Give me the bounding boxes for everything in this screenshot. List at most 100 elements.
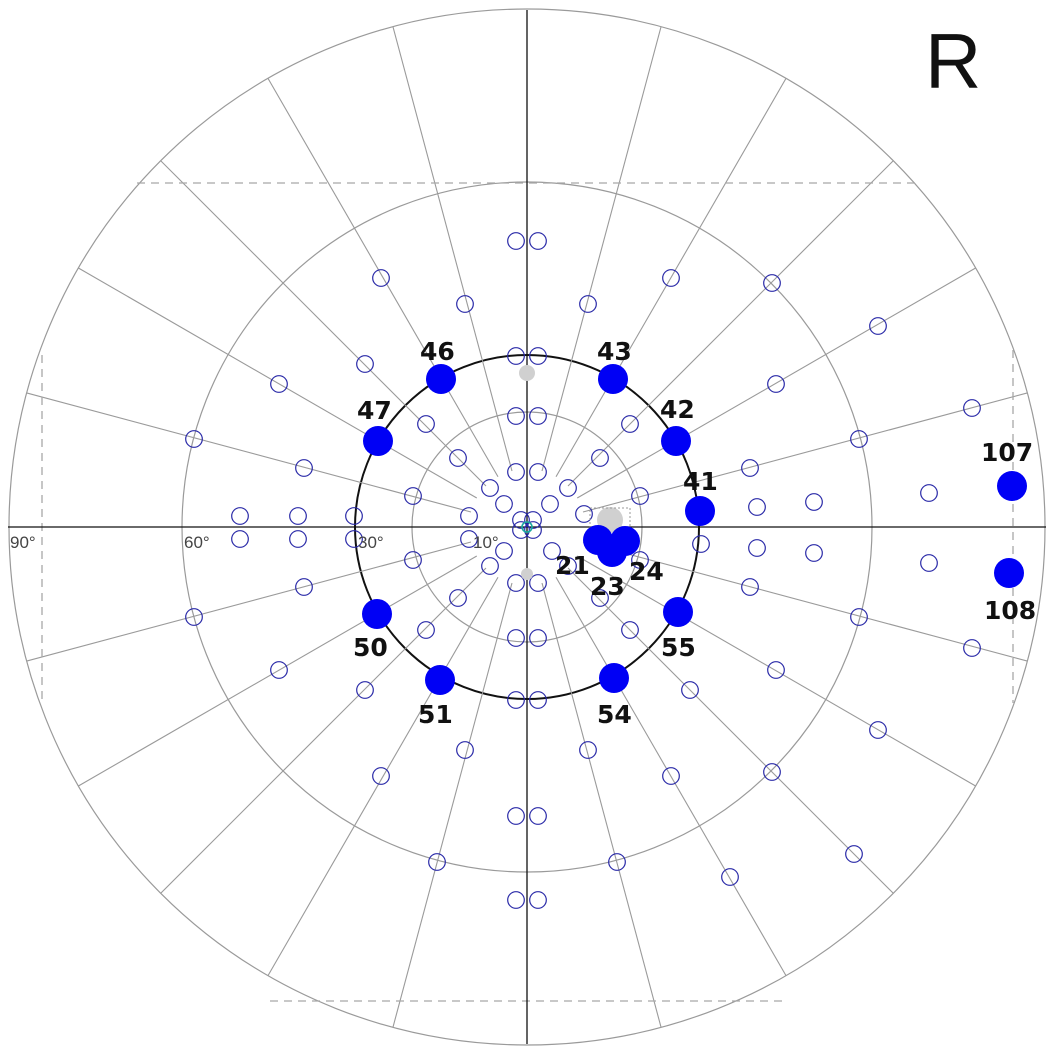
test-point-circle	[748, 498, 766, 516]
test-point-circle	[456, 741, 474, 759]
meridian-line	[78, 555, 478, 787]
point-label-42: 42	[660, 395, 695, 424]
test-point-circle	[763, 274, 781, 292]
meridian-line	[392, 582, 513, 1028]
meridian-line	[567, 160, 894, 487]
degree-label-60: 60°	[184, 533, 210, 552]
point-label-21: 21	[555, 551, 590, 580]
test-point-circle	[270, 375, 288, 393]
meridian-line	[160, 567, 487, 894]
meridian-line	[576, 555, 976, 787]
axes	[8, 10, 1046, 1044]
test-point-circle	[529, 463, 547, 481]
test-point-circle	[529, 629, 547, 647]
test-point-circle	[681, 681, 699, 699]
test-point-circle	[417, 621, 435, 639]
meridian-line	[555, 78, 787, 478]
meridian-line	[582, 541, 1028, 662]
test-point-circle	[721, 868, 739, 886]
highlighted-point-24	[610, 526, 640, 556]
test-point-circle	[512, 521, 530, 539]
test-point-circle	[591, 589, 609, 607]
meridian-line	[26, 541, 472, 662]
highlighted-point-47	[363, 426, 393, 456]
degree-label-90: 90°	[10, 533, 36, 552]
test-point-circle	[869, 721, 887, 739]
test-point-circle	[850, 608, 868, 626]
highlighted-point-51	[425, 665, 455, 695]
test-point-circle	[529, 691, 547, 709]
test-point-circle	[591, 449, 609, 467]
meridian-line	[555, 576, 787, 976]
test-point-circle	[741, 578, 759, 596]
test-point-circle	[748, 539, 766, 557]
test-point-circle	[289, 507, 307, 525]
test-point-circle	[507, 691, 525, 709]
highlighted-point-46	[426, 364, 456, 394]
test-point-circle	[529, 407, 547, 425]
point-label-54: 54	[597, 700, 632, 729]
test-point-circle	[495, 542, 513, 560]
test-point-circle	[428, 853, 446, 871]
test-point-circle	[507, 463, 525, 481]
test-point-circle	[356, 355, 374, 373]
point-label-43: 43	[597, 337, 632, 366]
test-point-circle	[529, 807, 547, 825]
test-point-circle	[543, 542, 561, 560]
test-point-circle	[460, 507, 478, 525]
meridian-line	[576, 267, 976, 499]
test-point-circle	[231, 507, 249, 525]
test-point-circle	[541, 495, 559, 513]
test-point-circle	[231, 530, 249, 548]
test-point-circle	[345, 507, 363, 525]
point-label-51: 51	[418, 700, 453, 729]
test-point-circle	[579, 295, 597, 313]
degree-label-30: 30°	[358, 533, 384, 552]
test-point-circle	[507, 347, 525, 365]
test-point-circle	[529, 232, 547, 250]
test-point-circle	[763, 763, 781, 781]
highlighted-point-43	[598, 364, 628, 394]
point-label-108: 108	[984, 596, 1036, 625]
test-point-circle	[579, 741, 597, 759]
test-point-circle	[289, 530, 307, 548]
test-point-circle	[345, 530, 363, 548]
test-point-circle	[449, 589, 467, 607]
test-point-circle	[529, 891, 547, 909]
meridian-line	[160, 160, 487, 487]
highlighted-point-42	[661, 426, 691, 456]
test-point-circle	[621, 415, 639, 433]
meridian-line	[267, 576, 499, 976]
test-point-circle	[631, 487, 649, 505]
test-point-circle	[507, 407, 525, 425]
test-point-circle	[767, 661, 785, 679]
test-point-circle	[869, 317, 887, 335]
point-label-41: 41	[683, 467, 718, 496]
point-label-107: 107	[981, 438, 1033, 467]
highlighted-point-55	[663, 597, 693, 627]
test-point-circle	[372, 269, 390, 287]
test-point-circle	[456, 295, 474, 313]
meridian-line	[78, 267, 478, 499]
meridian-line	[267, 78, 499, 478]
meridian-line	[541, 26, 662, 472]
test-point-circle	[529, 347, 547, 365]
point-label-24: 24	[629, 557, 664, 586]
test-point-circle	[185, 608, 203, 626]
meridian-line	[26, 392, 472, 513]
test-point-circle	[845, 845, 863, 863]
blind-spot-marker	[519, 365, 535, 381]
test-point-circle	[507, 232, 525, 250]
test-point-circle	[559, 479, 577, 497]
test-point-circle	[481, 557, 499, 575]
test-point-circle	[741, 459, 759, 477]
test-point-circle	[920, 484, 938, 502]
test-point-circle	[621, 621, 639, 639]
test-point-circle	[850, 430, 868, 448]
test-point-circle	[559, 557, 577, 575]
test-point-circle	[372, 767, 390, 785]
test-point-circle	[356, 681, 374, 699]
test-point-circle	[529, 574, 547, 592]
point-label-46: 46	[420, 337, 455, 366]
meridian-line	[582, 392, 1028, 513]
